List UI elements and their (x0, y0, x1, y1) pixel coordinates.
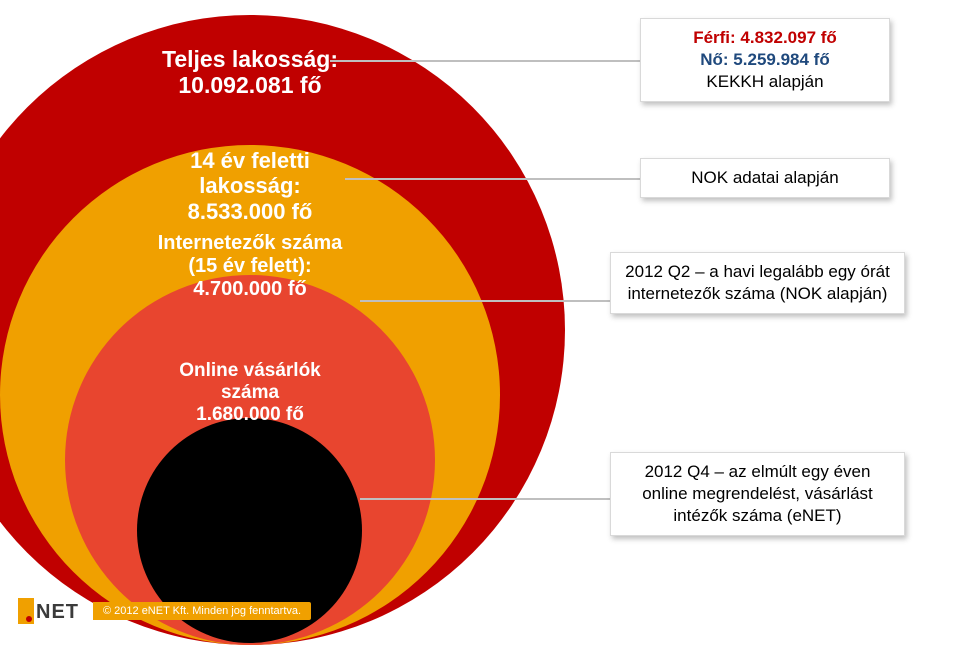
label-internet-users: Internetezők száma (15 év felett): 4.700… (155, 232, 345, 301)
connector-line (360, 300, 610, 302)
callout-kekkh: Férfi: 4.832.097 fő Nő: 5.259.984 fő KEK… (640, 18, 890, 102)
label-text: Online vásárlók száma (179, 360, 321, 403)
label-value: 8.533.000 fő (188, 199, 313, 224)
callout-nok: NOK adatai alapján (640, 158, 890, 198)
callout-line: Nő: 5.259.984 fő (653, 49, 877, 71)
connector-line (360, 498, 610, 500)
label-text: Internetezők száma (15 év felett): (158, 232, 343, 277)
label-text: Teljes lakosság: (162, 46, 338, 72)
footer-logo-text: NET (36, 601, 79, 624)
label-total-population: Teljes lakosság: 10.092.081 fő (130, 46, 370, 99)
callout-q2: 2012 Q2 – a havi legalább egy órát inter… (610, 252, 905, 314)
label-value: 4.700.000 fő (193, 278, 306, 300)
callout-line: 2012 Q4 – az elmúlt egy éven online megr… (623, 461, 892, 527)
connector-line (345, 178, 640, 180)
connector-line (330, 60, 640, 62)
callout-line: Férfi: 4.832.097 fő (653, 27, 877, 49)
label-value: 10.092.081 fő (178, 72, 321, 98)
footer-logo: NET (18, 598, 79, 624)
label-online-buyers: Online vásárlók száma 1.680.000 fő (165, 360, 335, 426)
callout-line: NOK adatai alapján (653, 167, 877, 189)
callout-line: 2012 Q2 – a havi legalább egy órát inter… (623, 261, 892, 305)
label-value: 1.680.000 fő (196, 404, 304, 425)
footer: NET © 2012 eNET Kft. Minden jog fenntart… (0, 589, 960, 633)
footer-logo-icon (18, 598, 34, 624)
footer-copyright-bar: © 2012 eNET Kft. Minden jog fenntartva. (93, 602, 311, 620)
callout-line: KEKKH alapján (653, 71, 877, 93)
callout-q4: 2012 Q4 – az elmúlt egy éven online megr… (610, 452, 905, 536)
label-over-14: 14 év feletti lakosság: 8.533.000 fő (140, 148, 360, 224)
nested-circle-diagram: Teljes lakosság: 10.092.081 fő 14 év fel… (0, 0, 960, 633)
label-text: 14 év feletti lakosság: (190, 148, 310, 198)
